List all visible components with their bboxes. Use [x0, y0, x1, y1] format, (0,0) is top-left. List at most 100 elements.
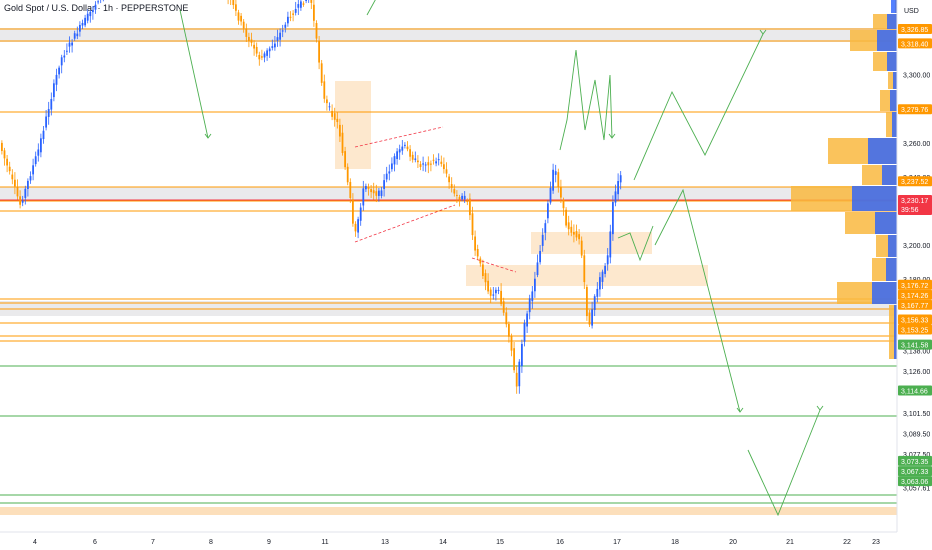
- candle-body: [24, 188, 27, 198]
- candle-body: [471, 213, 474, 236]
- candle-body: [66, 50, 68, 52]
- channel-line[interactable]: [354, 126, 444, 148]
- y-tick-label: 3,101.50: [903, 411, 930, 418]
- candle-body: [505, 312, 508, 325]
- volume-bar-buy: [891, 0, 897, 13]
- candle-body: [300, 1, 302, 8]
- candle-body: [601, 271, 604, 282]
- candle-body: [367, 186, 370, 189]
- candle-body: [255, 46, 258, 54]
- projection-path[interactable]: [617, 225, 654, 262]
- candle-body: [487, 280, 489, 292]
- candle-body: [323, 81, 326, 99]
- candle-body: [588, 312, 591, 325]
- price-label-tag: [898, 466, 932, 477]
- candle-body: [393, 156, 396, 165]
- candle-body: [354, 223, 357, 232]
- arrow-head: [204, 133, 212, 139]
- candle-body: [417, 160, 419, 163]
- countdown-text: 39:56: [901, 207, 919, 214]
- candle-body: [492, 294, 495, 296]
- arrow-head: [736, 407, 744, 413]
- price-label-text: 3,114.66: [901, 389, 928, 396]
- candle-body: [341, 132, 344, 153]
- projection-path[interactable]: [559, 49, 613, 151]
- candle-body: [502, 301, 505, 313]
- projection-path[interactable]: [747, 409, 821, 517]
- candle-body: [619, 175, 622, 183]
- candle-body: [253, 44, 255, 49]
- y-tick-label: 3,300.00: [903, 73, 930, 80]
- candle-body: [427, 162, 430, 166]
- volume-bar-buy: [893, 72, 897, 89]
- candle-body: [466, 200, 469, 202]
- candle-body: [432, 159, 435, 161]
- candle-body: [63, 55, 66, 58]
- candle-body: [396, 151, 398, 160]
- candle-body: [250, 39, 253, 43]
- candle-body: [318, 41, 320, 63]
- currency-label: USD: [904, 8, 919, 15]
- price-label-text: 3,326.85: [901, 27, 928, 34]
- candle-body: [271, 46, 274, 48]
- price-label-text: 3,279.76: [901, 107, 928, 114]
- candle-body: [274, 43, 276, 48]
- x-tick-label: 4: [33, 539, 37, 546]
- candle-body: [385, 173, 388, 180]
- time-axis: 4 6 7 8 9 11 13 14 15 16 17 18 20 21 22 23: [0, 531, 897, 546]
- candle-body: [339, 124, 341, 137]
- candle-body: [310, 0, 313, 3]
- candle-body: [404, 144, 406, 146]
- x-tick-label: 16: [556, 539, 564, 546]
- candle-body: [281, 30, 284, 32]
- candle-body: [388, 171, 391, 174]
- candle-body: [362, 188, 365, 206]
- price-zone[interactable]: [531, 232, 652, 254]
- candle-body: [333, 113, 336, 120]
- candle-body: [336, 118, 339, 122]
- candle-body: [513, 348, 515, 371]
- channel-line[interactable]: [354, 204, 456, 243]
- candle-body: [37, 149, 40, 156]
- candle-body: [461, 195, 463, 200]
- volume-bar-buy: [888, 235, 897, 257]
- price-zone[interactable]: [335, 81, 371, 169]
- projection-path[interactable]: [654, 188, 741, 413]
- gray-bands: [0, 28, 897, 515]
- candle-body: [440, 161, 443, 164]
- candle-body: [55, 74, 58, 85]
- price-zone[interactable]: [466, 265, 708, 286]
- candle-body: [419, 164, 422, 168]
- candle-body: [326, 99, 328, 104]
- volume-bar-buy: [882, 165, 897, 185]
- x-tick-label: 9: [267, 539, 271, 546]
- candle-body: [40, 138, 42, 153]
- candle-body: [375, 191, 378, 196]
- candle-body: [521, 343, 523, 367]
- candle-body: [422, 163, 424, 165]
- arrow-head: [816, 405, 824, 411]
- channel-line[interactable]: [471, 257, 517, 273]
- current-price-text: 3,230.17: [901, 198, 928, 205]
- gray-band: [0, 187, 897, 200]
- y-tick-label: 3,089.50: [903, 431, 930, 438]
- volume-bar-buy: [877, 30, 897, 51]
- candle-body: [453, 189, 456, 194]
- projection-path[interactable]: [633, 33, 764, 181]
- candle-body: [406, 146, 409, 150]
- candle-body: [401, 146, 404, 151]
- candle-body: [60, 57, 63, 66]
- projection-path[interactable]: [366, 0, 378, 16]
- candle-body: [292, 13, 294, 15]
- candle-body: [29, 176, 32, 181]
- candle-body: [445, 169, 448, 174]
- y-tick-label: 3,057.61: [903, 486, 930, 493]
- projection-path[interactable]: [179, 9, 209, 139]
- candle-body: [523, 322, 526, 342]
- candle-body: [3, 150, 6, 159]
- volume-bar-buy: [892, 112, 897, 137]
- volume-bar-sell: [888, 72, 897, 89]
- candle-body: [313, 4, 315, 21]
- candle-body: [372, 190, 375, 194]
